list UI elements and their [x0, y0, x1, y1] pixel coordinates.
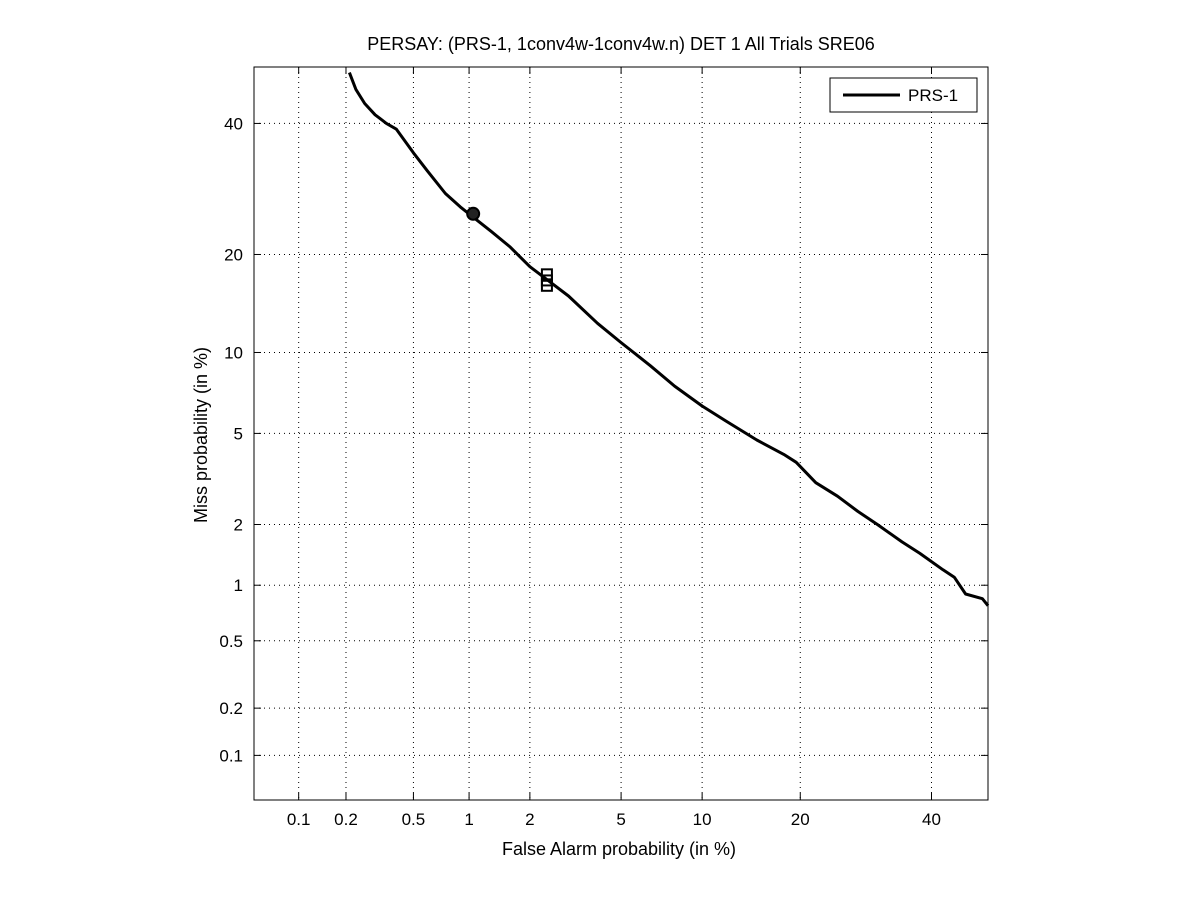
series-line-prs-1 [348, 72, 990, 607]
y-tick-label: 2 [234, 515, 243, 534]
marker-layer [466, 206, 553, 292]
actual-dcf-marker [540, 279, 553, 292]
y-tick-label: 0.1 [219, 746, 243, 765]
tick-layer: 0.1 0.2 0.5 1 2 5 10 20 40 0.1 0.2 0.5 1 2 5 10 20 40 [219, 67, 988, 829]
actual-dcf-marker [540, 268, 553, 281]
chart-title: PERSAY: (PRS-1, 1conv4w-1conv4w.n) DET 1… [367, 34, 875, 54]
y-tick-label: 10 [224, 343, 243, 362]
y-tick-label: 1 [234, 576, 243, 595]
y-tick-label: 20 [224, 245, 243, 264]
series-layer [348, 72, 990, 607]
x-tick-label: 40 [922, 810, 941, 829]
y-tick-label: 0.5 [219, 632, 243, 651]
x-tick-label: 1 [464, 810, 473, 829]
y-axis-title: Miss probability (in %) [191, 347, 211, 523]
x-tick-label: 10 [693, 810, 712, 829]
x-axis-title: False Alarm probability (in %) [502, 839, 736, 859]
min-dcf-marker [466, 206, 481, 221]
x-tick-label: 20 [791, 810, 810, 829]
x-tick-label: 0.1 [287, 810, 311, 829]
y-tick-label: 5 [234, 424, 243, 443]
legend: PRS-1 [829, 77, 978, 113]
x-tick-label: 5 [616, 810, 625, 829]
grid-layer [254, 67, 988, 800]
legend-label-prs-1: PRS-1 [908, 86, 958, 105]
x-tick-label: 0.2 [334, 810, 358, 829]
x-tick-label: 2 [525, 810, 534, 829]
x-tick-label: 0.5 [402, 810, 426, 829]
y-tick-label: 0.2 [219, 699, 243, 718]
y-tick-label: 40 [224, 114, 243, 133]
